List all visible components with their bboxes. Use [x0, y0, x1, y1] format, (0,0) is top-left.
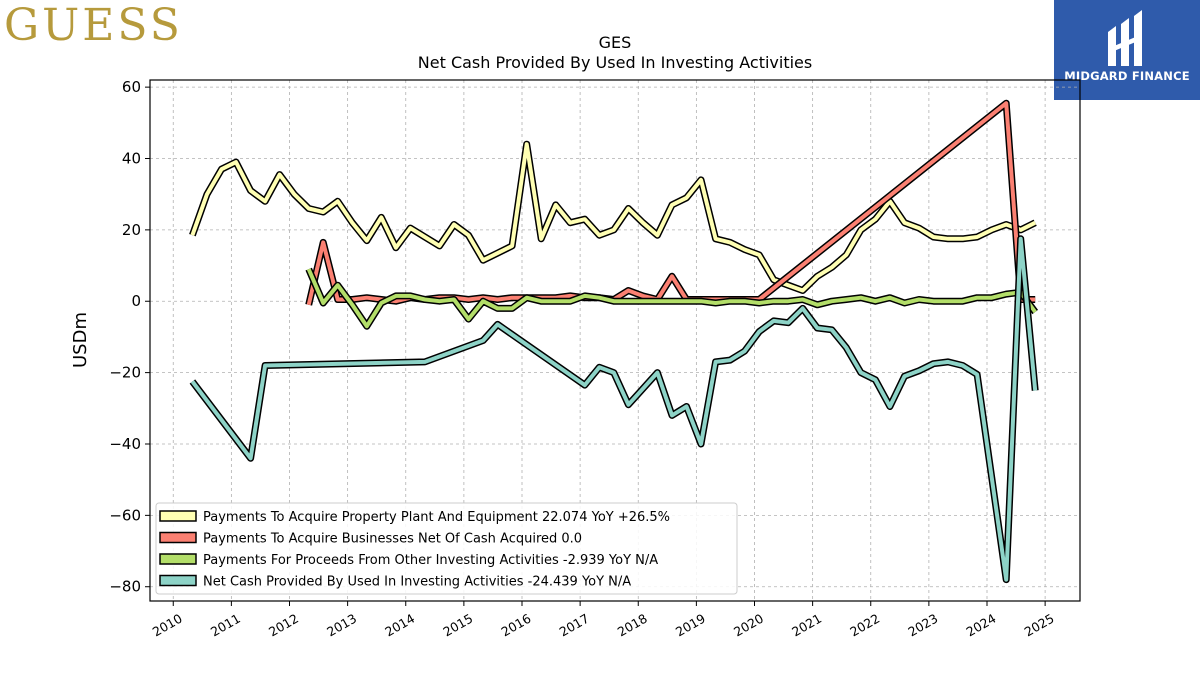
legend-swatch — [159, 574, 197, 587]
x-tick-label: 2013 — [324, 611, 359, 640]
series-stroke — [190, 236, 1038, 582]
y-tick-label: 60 — [122, 78, 141, 96]
series-stroke — [190, 142, 1037, 293]
y-tick-label: 40 — [122, 150, 141, 168]
legend: Payments To Acquire Property Plant And E… — [155, 502, 738, 595]
x-tick-label: 2015 — [440, 611, 475, 640]
plot-frame — [149, 79, 1081, 602]
legend-entry: Payments To Acquire Businesses Net Of Ca… — [203, 532, 582, 547]
series-line — [189, 140, 1037, 294]
plot-area — [189, 99, 1039, 584]
y-tick-label: 0 — [131, 292, 141, 310]
y-tick-label: −60 — [109, 506, 141, 524]
company-logo: GUESS — [4, 0, 183, 51]
y-tick-label: −20 — [109, 364, 141, 382]
series-stroke — [306, 268, 1037, 329]
x-tick-label: 2016 — [498, 611, 533, 640]
legend-swatch — [159, 510, 197, 522]
x-tick-label: 2024 — [963, 611, 998, 640]
legend-entry: Net Cash Provided By Used In Investing A… — [203, 575, 631, 590]
x-tick-label: 2010 — [150, 611, 185, 640]
legend-entry: Payments To Acquire Property Plant And E… — [203, 510, 670, 525]
chart-title: GES — [599, 33, 632, 52]
y-tick-label: −40 — [109, 435, 141, 453]
y-tick-label: −80 — [109, 578, 141, 596]
y-tick-label: 20 — [122, 221, 141, 239]
x-tick-label: 2021 — [789, 611, 824, 640]
chart-subtitle: Net Cash Provided By Used In Investing A… — [418, 53, 812, 72]
y-axis-label: USDm — [70, 312, 91, 368]
x-tick-label: 2012 — [266, 611, 301, 640]
sponsor-name: MIDGARD FINANCE — [1064, 69, 1190, 83]
x-tick-label: 2017 — [557, 611, 592, 640]
sponsor-logo: MIDGARD FINANCE — [1054, 0, 1200, 100]
series-line — [189, 235, 1039, 584]
x-tick-label: 2018 — [615, 611, 650, 640]
x-tick-label: 2020 — [731, 611, 766, 640]
x-tick-label: 2014 — [382, 611, 417, 640]
x-tick-label: 2023 — [905, 611, 940, 640]
legend-swatch — [159, 553, 197, 565]
x-tick-label: 2011 — [208, 611, 243, 640]
x-tick-label: 2019 — [673, 611, 708, 640]
legend-entry: Payments For Proceeds From Other Investi… — [203, 553, 658, 568]
x-tick-label: 2022 — [847, 611, 882, 640]
legend-swatch — [159, 531, 197, 544]
x-tick-label: 2025 — [1022, 611, 1057, 640]
series-line — [305, 267, 1039, 330]
legend-box — [155, 502, 738, 595]
sponsor-mark-icon — [1108, 10, 1142, 66]
